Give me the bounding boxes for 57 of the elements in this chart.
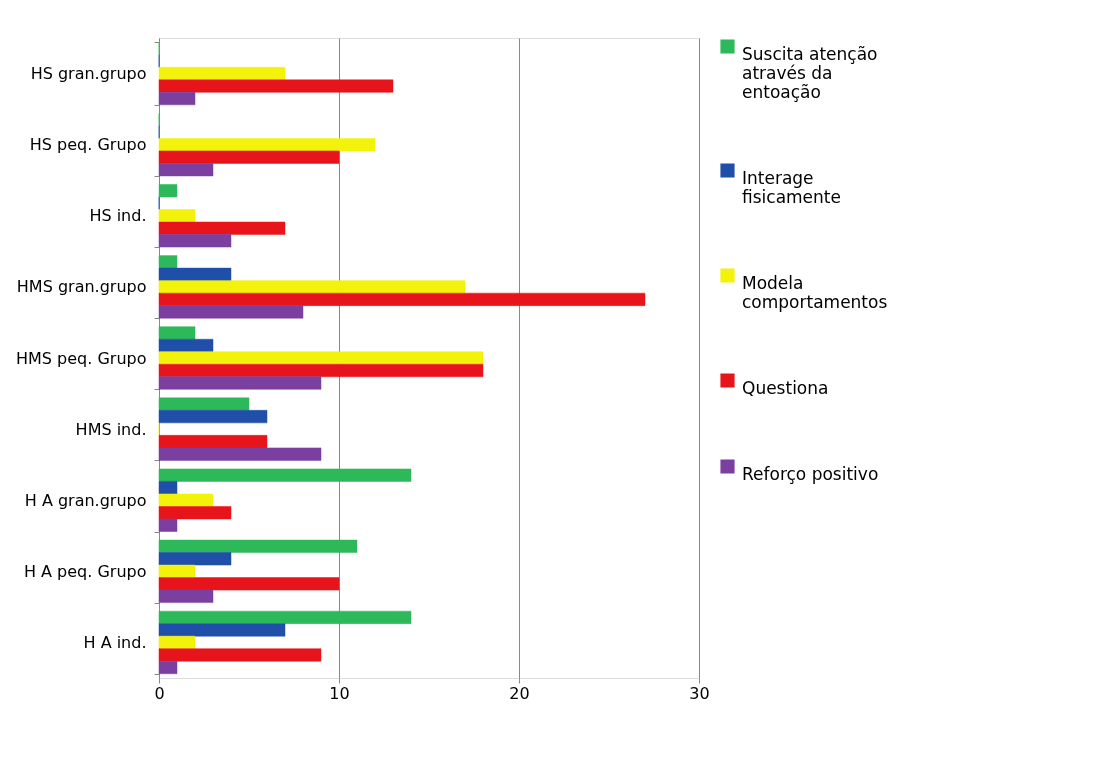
bar bbox=[158, 364, 484, 378]
legend-label: Modela comportamentos bbox=[742, 272, 888, 312]
bar bbox=[158, 468, 412, 482]
legend-label: Questiona bbox=[742, 377, 829, 398]
bar bbox=[158, 518, 178, 532]
bar bbox=[158, 410, 268, 424]
y-tick-label: HS peq. Grupo bbox=[29, 135, 147, 155]
legend-label: Interage fisicamente bbox=[742, 167, 841, 207]
bar bbox=[158, 338, 214, 352]
y-tick-label: H A gran.grupo bbox=[24, 490, 147, 510]
bar bbox=[158, 292, 646, 306]
bar bbox=[158, 79, 394, 93]
bar bbox=[158, 138, 376, 152]
legend-label: Reforço positivo bbox=[742, 463, 879, 484]
y-tick-label: H A ind. bbox=[83, 632, 147, 652]
bar bbox=[158, 577, 340, 591]
y-tick-label: HMS peq. Grupo bbox=[16, 348, 147, 368]
x-tick-label: 20 bbox=[509, 683, 530, 703]
bar bbox=[158, 506, 232, 520]
y-tick-label: HS gran.grupo bbox=[30, 64, 147, 84]
bar bbox=[158, 447, 322, 461]
bar bbox=[158, 221, 286, 235]
bar bbox=[158, 163, 214, 177]
bar bbox=[158, 92, 196, 106]
bar bbox=[158, 610, 412, 624]
bar bbox=[158, 660, 178, 674]
bar bbox=[158, 255, 178, 269]
bar bbox=[158, 635, 196, 649]
bar bbox=[158, 376, 322, 390]
bar bbox=[158, 539, 358, 553]
bar bbox=[158, 435, 268, 449]
bar bbox=[158, 623, 286, 637]
bar bbox=[158, 397, 250, 411]
bar bbox=[158, 267, 232, 281]
legend-label: Suscita atenção através da entoação bbox=[742, 43, 878, 102]
bar bbox=[158, 648, 322, 662]
bar bbox=[158, 234, 232, 248]
bar bbox=[158, 564, 196, 578]
x-tick-label: 0 bbox=[154, 683, 165, 703]
bar bbox=[158, 351, 484, 365]
bar bbox=[158, 184, 178, 198]
bar bbox=[158, 67, 286, 81]
bar bbox=[158, 280, 466, 294]
x-tick-label: 30 bbox=[689, 683, 710, 703]
bar bbox=[158, 493, 214, 507]
bar bbox=[158, 589, 214, 603]
bar bbox=[158, 150, 340, 164]
y-tick-label: HMS gran.grupo bbox=[16, 277, 147, 297]
bar bbox=[158, 481, 178, 495]
y-tick-label: HS ind. bbox=[89, 206, 147, 226]
bar bbox=[158, 209, 196, 223]
bar bbox=[158, 552, 232, 566]
bar bbox=[158, 305, 304, 319]
y-tick-label: HMS ind. bbox=[75, 419, 147, 439]
y-tick-label: H A peq. Grupo bbox=[23, 561, 147, 581]
x-tick-label: 10 bbox=[329, 683, 350, 703]
bar bbox=[158, 326, 196, 340]
